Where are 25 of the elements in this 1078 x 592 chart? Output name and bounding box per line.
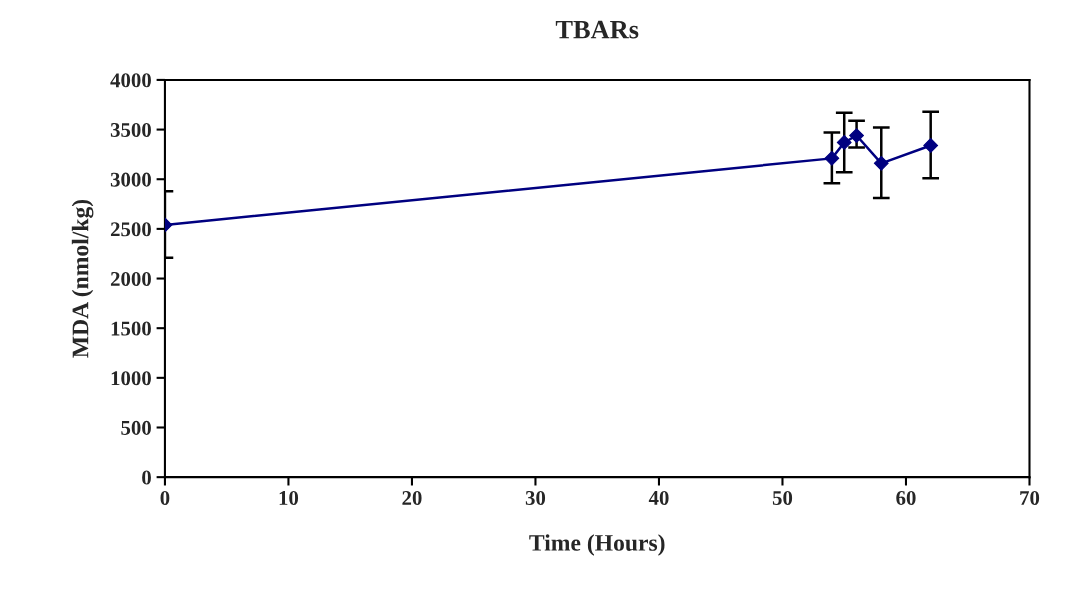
x-axis-title: Time (Hours)	[529, 534, 665, 556]
x-tick-label: 10	[279, 490, 299, 506]
x-tick-label: 0	[160, 490, 170, 506]
point	[873, 155, 889, 171]
y-tick-label: 500	[121, 420, 151, 435]
y-tick-label: 3000	[110, 172, 151, 187]
point	[923, 138, 939, 153]
chart-title: TBARs	[555, 20, 639, 39]
x-tick-label: 70	[1020, 490, 1040, 506]
y-tick-label: 2000	[110, 271, 151, 286]
point	[849, 128, 864, 143]
x-tick-label: 30	[525, 490, 546, 506]
x-tick-label: 40	[648, 490, 669, 506]
y-tick-label: 4000	[110, 73, 151, 88]
y-tick-label: 1500	[111, 321, 151, 336]
y-tick-label: 0	[142, 470, 151, 485]
point	[824, 150, 840, 166]
y-tick-label: 3500	[110, 122, 151, 138]
y-axis-title: MDA (nmol/kg)	[71, 199, 94, 358]
x-tick-label: 20	[402, 490, 422, 506]
y-tick-label: 2500	[110, 222, 151, 237]
y-tick-label: 1000	[111, 371, 151, 386]
x-tick-label: 50	[772, 490, 793, 506]
point	[836, 135, 852, 150]
x-tick-label: 60	[896, 490, 916, 506]
